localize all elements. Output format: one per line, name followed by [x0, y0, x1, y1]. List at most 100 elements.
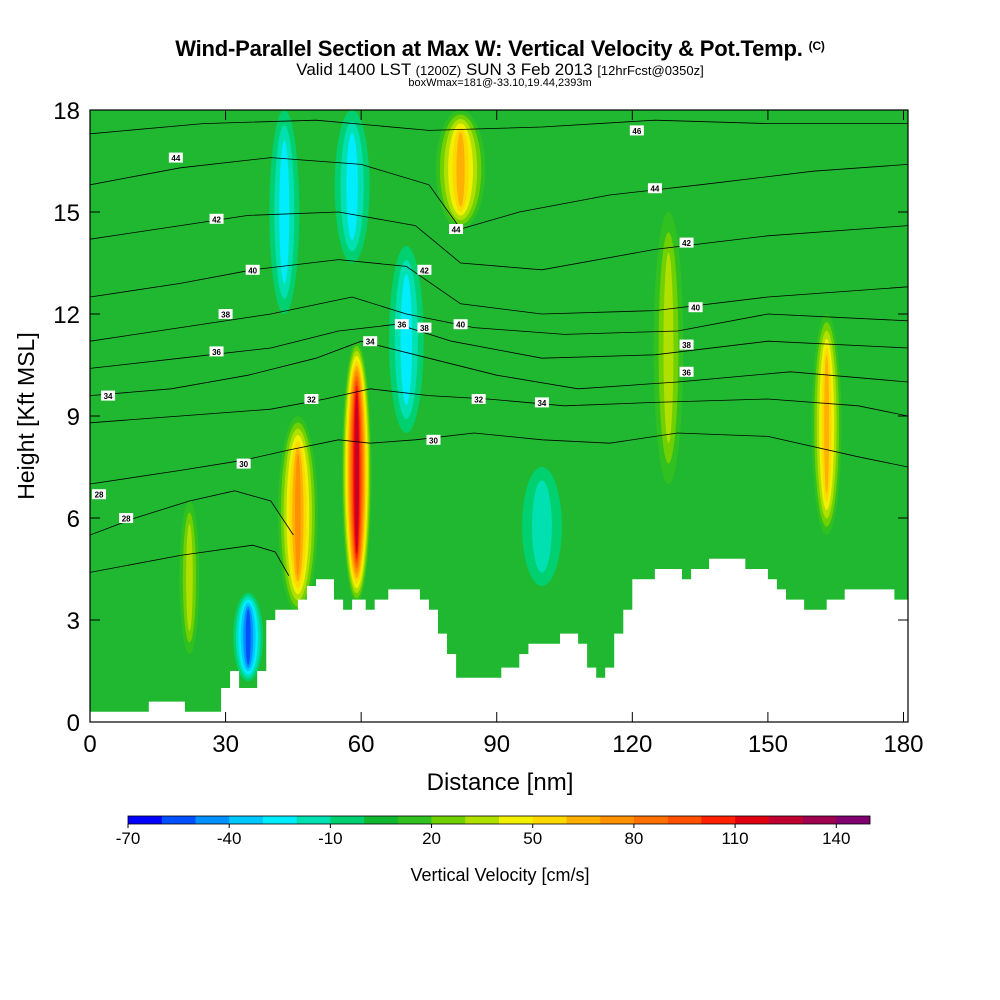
contour-label: 30: [239, 460, 248, 469]
colorbar-swatch: [701, 816, 736, 824]
colorbar-label: Vertical Velocity [cm/s]: [410, 865, 589, 885]
colorbar-swatch: [802, 816, 837, 824]
contour-label-box: [209, 213, 224, 224]
velocity-feature-11: [653, 212, 684, 484]
colorbar-swatch: [465, 816, 500, 824]
velocity-band: [824, 355, 830, 494]
contour-label: 44: [650, 185, 659, 194]
colorbar-swatch: [836, 816, 871, 824]
contour-label: 32: [474, 396, 483, 405]
contour-label-box: [209, 346, 224, 357]
colorbar-swatch: [262, 816, 297, 824]
colorbar-swatch: [431, 816, 466, 824]
x-tick-label: 0: [83, 731, 96, 758]
x-tick-label: 60: [348, 731, 375, 758]
colorbar-swatch: [161, 816, 196, 824]
y-tick-label: 15: [53, 200, 80, 227]
velocity-feature-4: [435, 110, 486, 229]
colorbar-swatch: [364, 816, 399, 824]
contour-label: 28: [95, 491, 104, 500]
colorbar-swatch: [768, 816, 803, 824]
colorbar: -70 -40 -10 20 50 80 110 140: [116, 815, 871, 848]
theta-contour-labels: 44 42 40 38 36 34 32 30 28 28 34 36 38 40 42 44 30 32 34 36…: [92, 125, 703, 524]
theta-contour-40: [90, 259, 908, 315]
contour-label: 44: [171, 154, 180, 163]
velocity-feature-10: [179, 501, 200, 654]
velocity-band: [663, 252, 674, 444]
contour-label: 30: [429, 436, 438, 445]
colorbar-swatch: [735, 816, 770, 824]
y-tick-label: 0: [67, 710, 80, 737]
colorbar-tick-label: 80: [624, 829, 643, 848]
x-tick-label: 150: [748, 731, 788, 758]
x-tick-label: 180: [883, 731, 923, 758]
colorbar-tick-label: 110: [722, 829, 749, 848]
contour-label-box: [688, 302, 703, 313]
contour-label: 40: [456, 321, 465, 330]
velocity-feature-1: [341, 341, 372, 603]
contour-label-box: [449, 224, 464, 234]
x-tick-label: 90: [483, 731, 510, 758]
contour-label: 34: [537, 399, 546, 408]
contour-label-box: [679, 237, 694, 248]
contour-label-box: [647, 183, 662, 194]
x-tick-label: 30: [212, 731, 239, 758]
contour-label-box: [92, 489, 107, 500]
colorbar-swatch: [330, 816, 365, 824]
colorbar-swatch: [633, 816, 668, 824]
contour-label: 42: [682, 239, 691, 248]
velocity-band: [245, 609, 251, 665]
velocity-feature-6: [269, 110, 300, 314]
theta-contour-34: [90, 340, 908, 396]
contour-label: 38: [420, 324, 429, 333]
velocity-feature-2: [278, 415, 318, 614]
contour-label-box: [426, 434, 441, 445]
y-axis-label: Height [Kft MSL]: [13, 332, 39, 499]
velocity-feature-9: [522, 467, 562, 586]
contour-label: 46: [632, 127, 641, 136]
theta-contour-32: [90, 388, 908, 424]
velocity-feature-3: [811, 314, 842, 535]
velocity-feature-5: [233, 592, 264, 682]
contour-label: 34: [104, 392, 113, 401]
terrain-mask: [90, 558, 908, 722]
contour-label-box: [471, 394, 486, 404]
velocity-feature-7: [334, 110, 370, 263]
contour-label: 36: [397, 321, 406, 330]
contour-label: 36: [682, 368, 691, 377]
x-tick-label: 120: [612, 731, 652, 758]
chart-title: Wind-Parallel Section at Max W: Vertical…: [175, 36, 825, 61]
plot-area: 44 42 40 38 36 34 32 30 28 28 34 36 38 40 42 44 30 32 34 36…: [90, 110, 908, 722]
x-axis-label: Distance [nm]: [427, 769, 574, 796]
theta-contour-46: [90, 119, 908, 135]
contour-label-box: [119, 513, 134, 523]
contour-label: 36: [212, 348, 221, 357]
colorbar-swatch: [600, 816, 635, 824]
y-tick-label: 9: [67, 404, 80, 431]
contour-label-box: [679, 366, 694, 377]
colorbar-tick-label: 20: [422, 829, 441, 848]
contour-label-box: [218, 309, 233, 319]
y-tick-label: 12: [53, 302, 80, 329]
contour-label: 32: [307, 396, 316, 405]
velocity-band: [531, 480, 552, 573]
velocity-band: [279, 140, 290, 284]
theta-contour-36: [90, 323, 908, 369]
theta-contour-28: [90, 544, 290, 576]
contour-label: 38: [221, 311, 230, 320]
colorbar-swatch: [532, 816, 567, 824]
contour-label-box: [453, 319, 468, 330]
velocity-band: [355, 395, 359, 550]
colorbar-tick-label: 140: [822, 829, 850, 848]
theta-contour-38: [90, 296, 908, 342]
contour-label-box: [236, 458, 251, 469]
colorbar-swatch: [229, 816, 264, 824]
velocity-feature-8: [388, 246, 424, 433]
velocity-band: [346, 132, 358, 241]
colorbar-tick-label: -10: [318, 829, 343, 848]
contour-label: 42: [420, 266, 429, 275]
contour-label: 44: [452, 226, 461, 235]
colorbar-swatch: [397, 816, 432, 824]
